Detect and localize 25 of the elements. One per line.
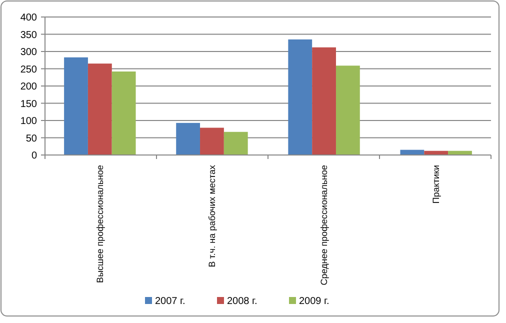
bar — [64, 57, 88, 155]
y-tick-label: 400 — [20, 12, 38, 24]
x-tick-label: Среднее профессиональное — [319, 165, 330, 286]
y-tick-label: 150 — [20, 98, 38, 110]
bar — [200, 128, 224, 155]
bar — [312, 47, 336, 155]
y-tick-label: 100 — [20, 116, 38, 127]
legend-label: 2008 г. — [227, 296, 258, 307]
y-tick-label: 200 — [20, 82, 38, 92]
legend-label: 2007 г. — [155, 296, 186, 307]
y-tick-label: 350 — [20, 30, 38, 41]
x-tick-label: Высшее профессиональное — [95, 165, 106, 283]
bar — [336, 66, 360, 155]
y-tick-label: 50 — [26, 133, 38, 144]
bar — [288, 39, 312, 155]
x-tick-label: В т.ч. на рабочих местах — [207, 164, 218, 268]
legend-label: 2009 г. — [299, 296, 330, 307]
x-tick-label: Практики — [431, 165, 442, 204]
y-tick-label: 250 — [20, 64, 38, 76]
bar — [112, 72, 136, 155]
bar — [88, 64, 112, 155]
bar — [224, 132, 248, 155]
bar — [176, 122, 200, 155]
y-tick-label: 300 — [20, 47, 38, 58]
y-tick-label: 0 — [31, 150, 38, 162]
